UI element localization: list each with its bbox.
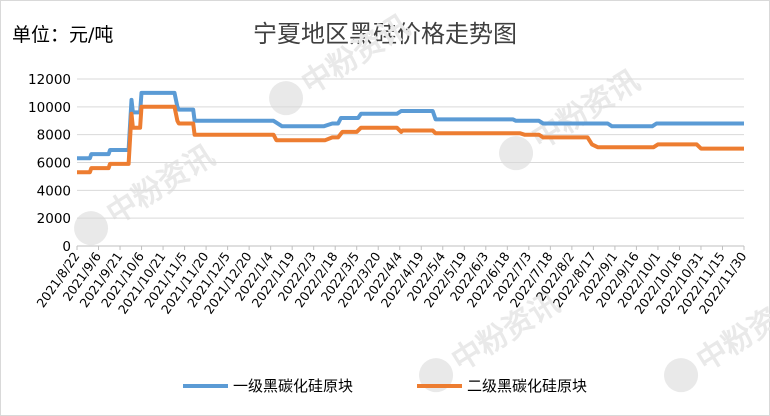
y-tick-label: 12000	[28, 72, 71, 88]
y-tick-label: 2000	[37, 211, 71, 227]
watermark-logo-icon	[419, 358, 454, 393]
watermark-logo-icon	[499, 136, 534, 171]
x-axis: 2021/8/222021/9/62021/9/212021/10/62021/…	[33, 245, 749, 317]
unit-label: 单位：元/吨	[12, 24, 114, 46]
y-tick-label: 10000	[28, 100, 71, 116]
watermark-0: 中粉资讯	[269, 9, 416, 116]
y-tick-label: 8000	[37, 128, 71, 144]
y-tick-label: 4000	[37, 183, 71, 199]
watermark-logo-icon	[74, 211, 109, 246]
watermark-logo-icon	[664, 358, 699, 393]
legend-label-1: 一级黑碳化硅原块	[233, 377, 353, 395]
legend: 一级黑碳化硅原块 二级黑碳化硅原块	[183, 377, 587, 395]
series-line-1	[77, 90, 744, 161]
watermark-text: 中粉资讯	[296, 9, 416, 102]
series-line-2	[77, 104, 744, 175]
legend-label-2: 二级黑碳化硅原块	[467, 377, 587, 395]
y-tick-label: 6000	[37, 156, 71, 172]
gridlines: 0 2000 4000 6000 8000 10000 12000	[28, 72, 744, 255]
chart-title: 宁夏地区黑硅价格走势图	[253, 20, 517, 48]
series-layer	[77, 90, 744, 175]
watermark-text: 中粉资讯	[526, 64, 646, 157]
y-tick-label: 0	[62, 239, 71, 255]
